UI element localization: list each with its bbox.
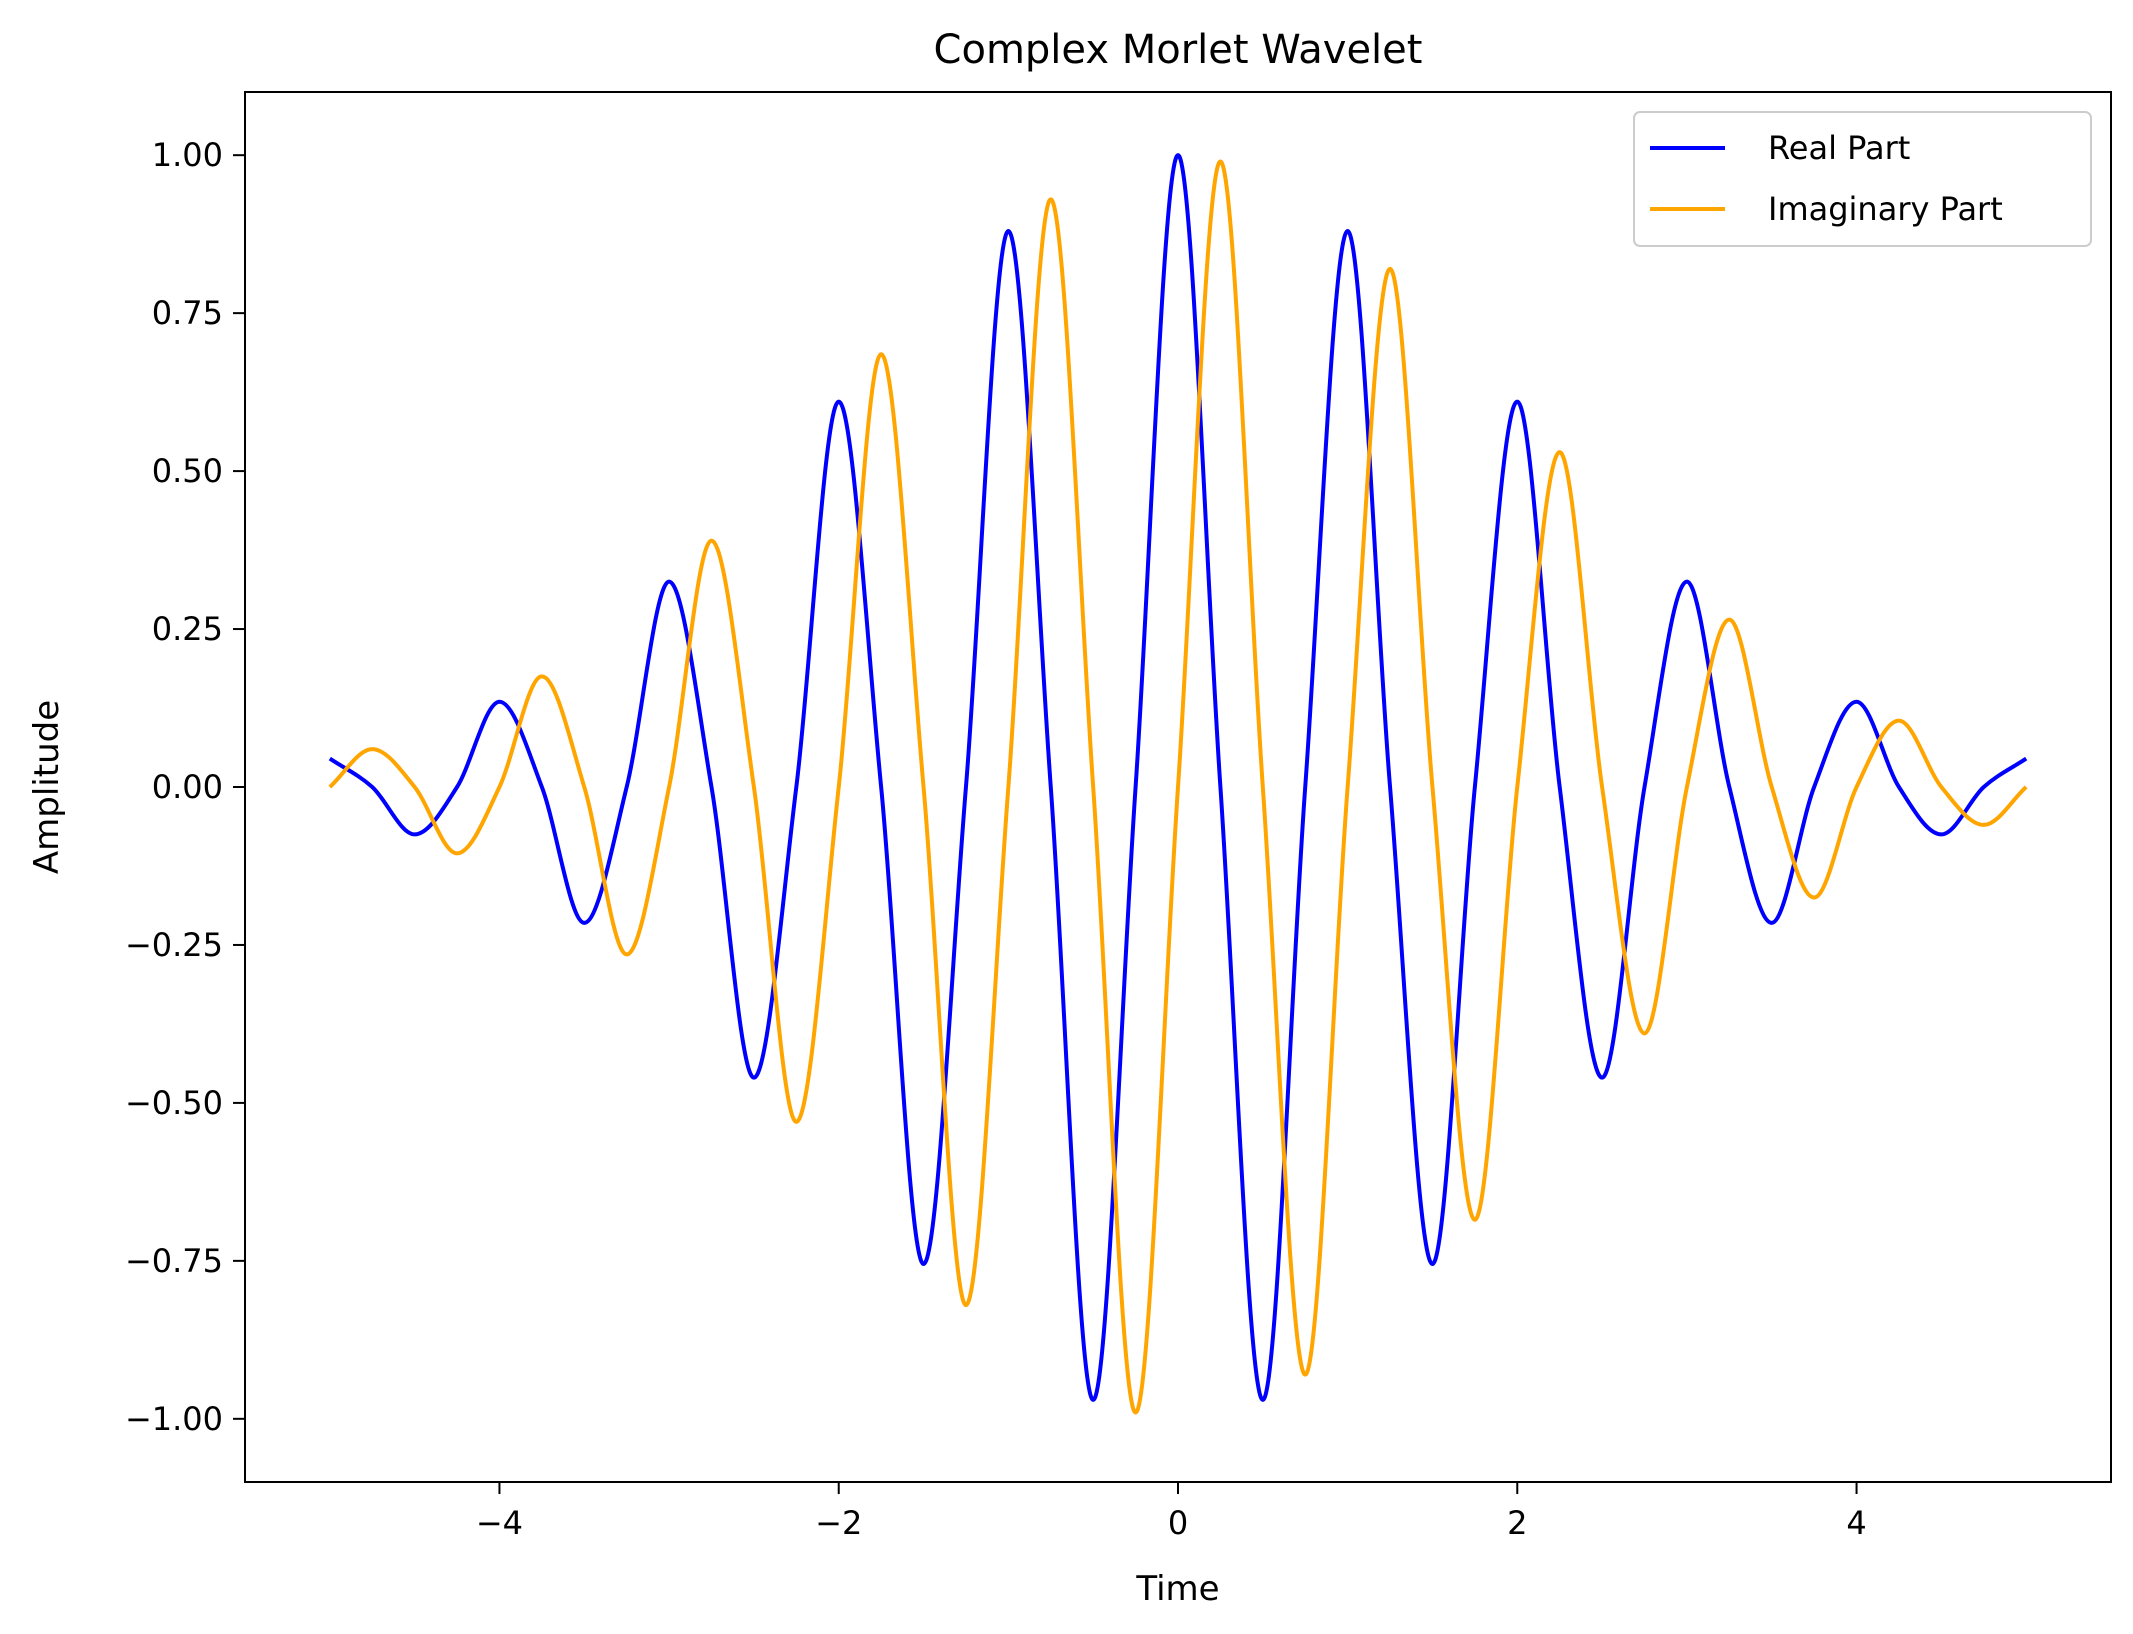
y-tick-label: 0.00 — [152, 768, 223, 806]
x-tick-label: 2 — [1507, 1504, 1527, 1542]
x-tick-label: 4 — [1846, 1504, 1866, 1542]
legend-entry-imaginary-part: Imaginary Part — [1768, 190, 2003, 228]
series-layer — [328, 153, 2028, 1415]
x-tick-label: −4 — [476, 1504, 523, 1542]
x-tick-label: 0 — [1168, 1504, 1188, 1542]
y-tick-label: −0.75 — [125, 1242, 223, 1280]
series-line-imaginary-part — [328, 159, 2028, 1415]
y-tick-label: 1.00 — [152, 136, 223, 174]
y-tick-label: −0.25 — [125, 926, 223, 964]
y-tick-label: 0.75 — [152, 294, 223, 332]
y-tick-label: 0.50 — [152, 452, 223, 490]
x-tick-label: −2 — [815, 1504, 862, 1542]
chart-title: Complex Morlet Wavelet — [934, 27, 1423, 73]
y-axis: −1.00 −0.75 −0.50 −0.25 0.00 0.25 0.50 0.75 1.00 — [125, 136, 245, 1438]
x-axis: −4 −2 0 2 4 — [476, 1482, 1867, 1542]
legend: Real Part Imaginary Part — [1633, 111, 2092, 247]
y-tick-label: −1.00 — [125, 1400, 223, 1438]
legend-box — [1633, 111, 2092, 247]
legend-entry-real-part: Real Part — [1768, 129, 1910, 167]
x-axis-label: Time — [1135, 1569, 1219, 1609]
y-axis-label: Amplitude — [27, 700, 67, 874]
plot-area — [328, 153, 2028, 1415]
y-tick-label: 0.25 — [152, 610, 223, 648]
y-tick-label: −0.50 — [125, 1084, 223, 1122]
